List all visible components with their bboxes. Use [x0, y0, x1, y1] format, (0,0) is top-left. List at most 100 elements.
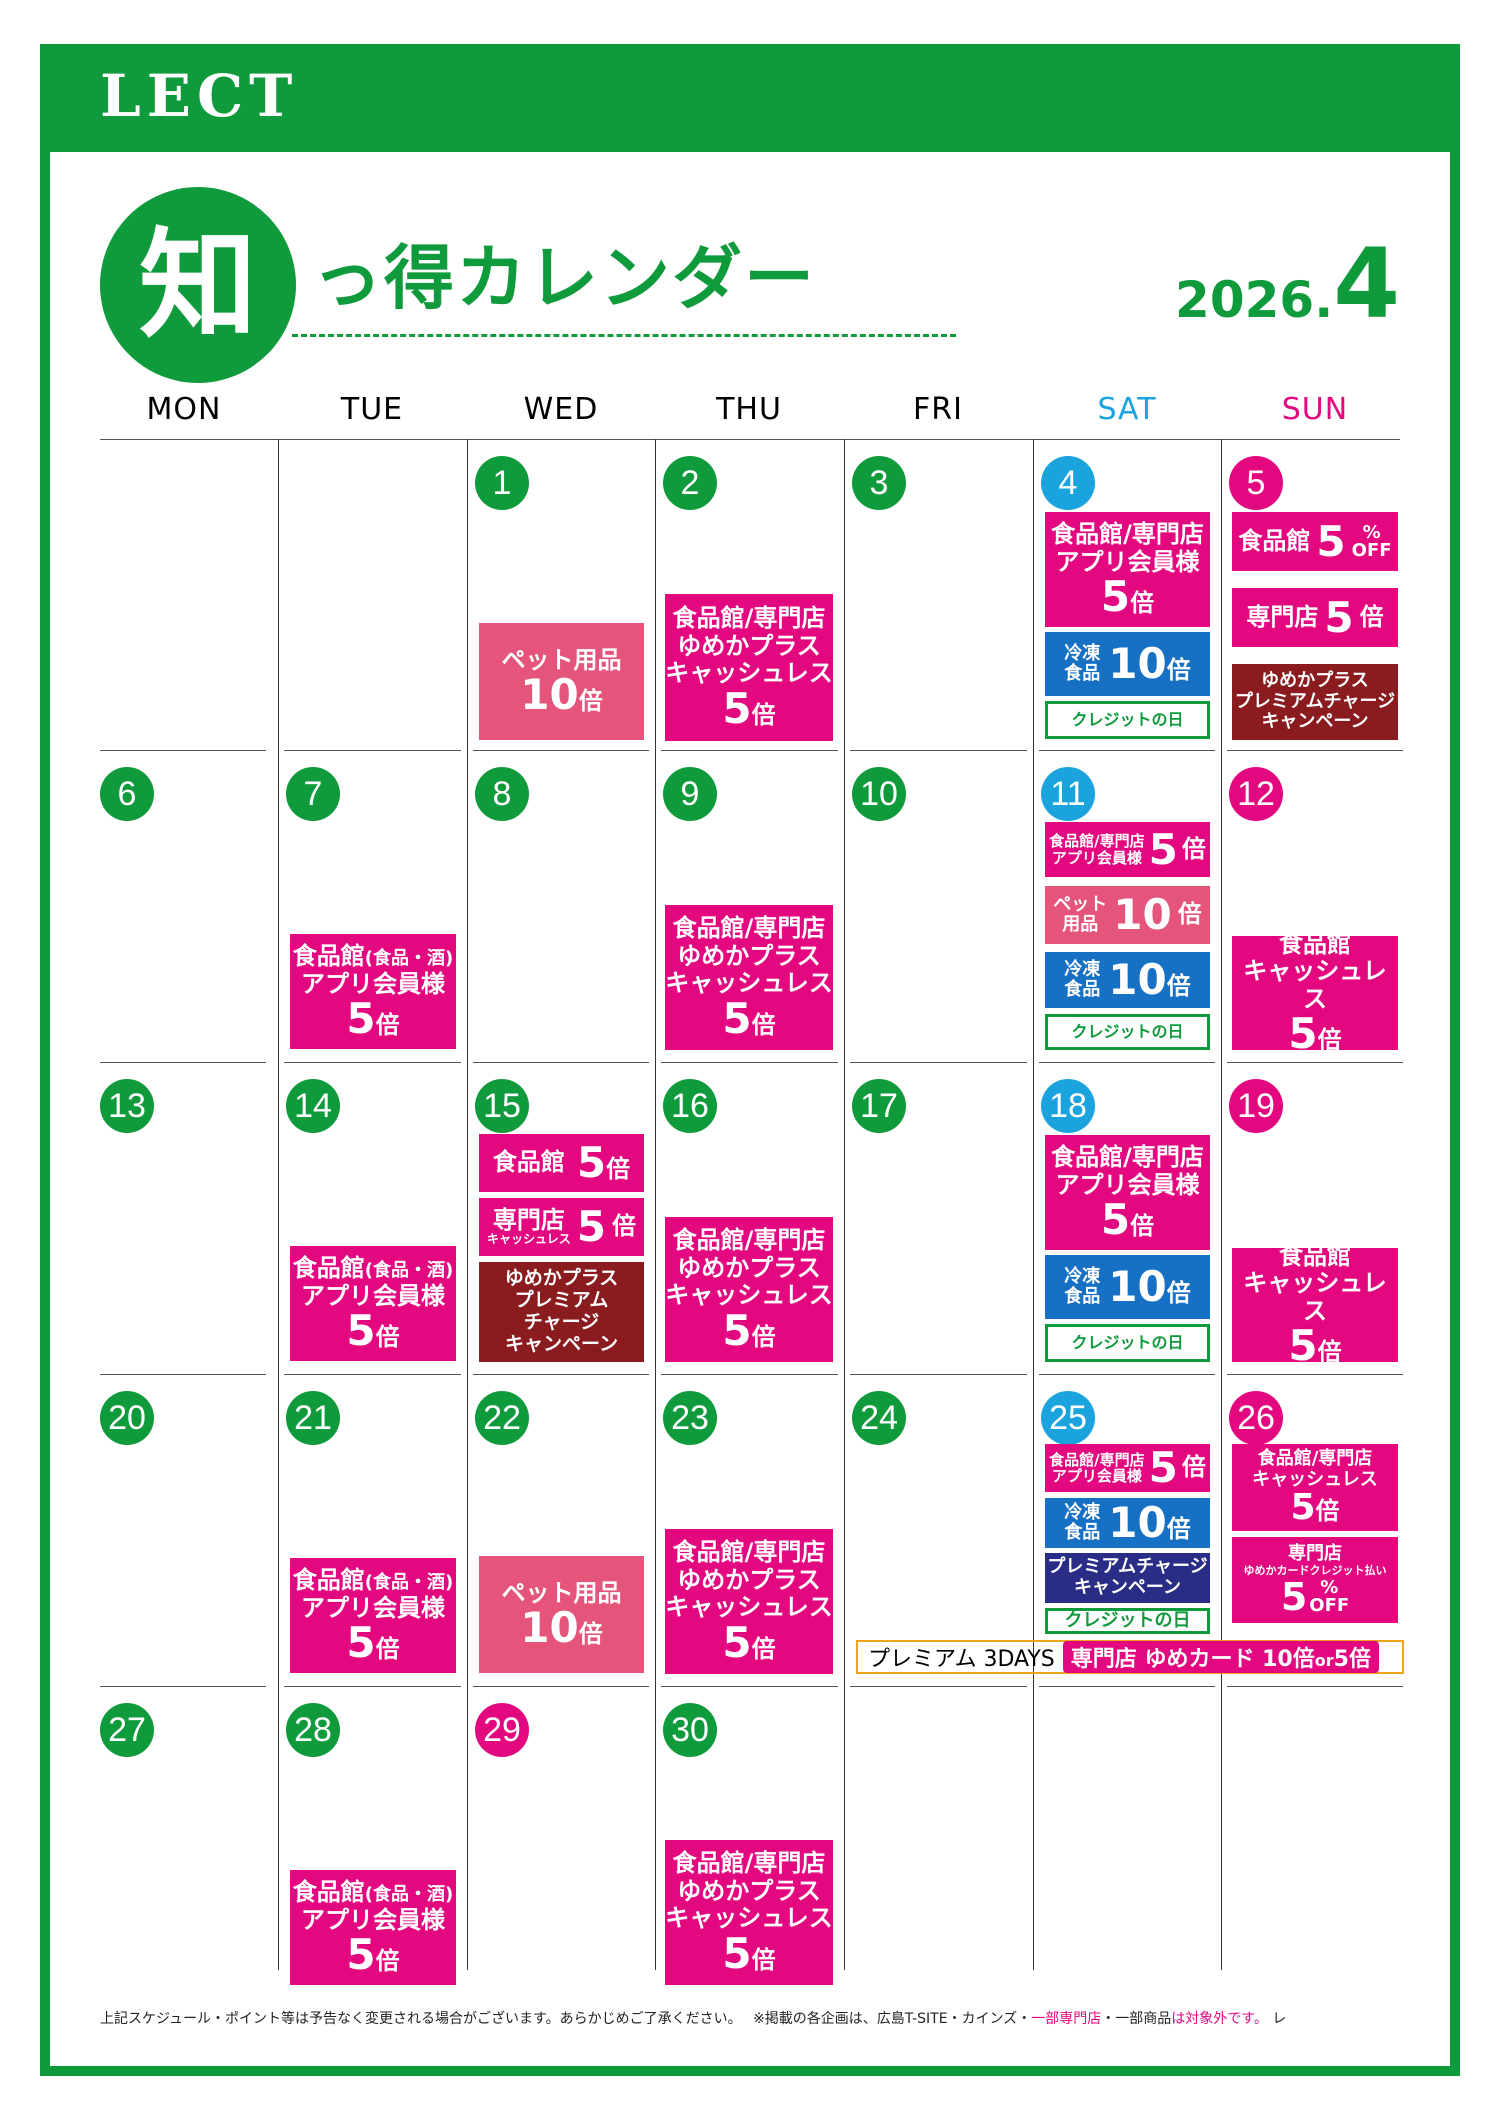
event-label-1: 食品館: [292, 1565, 365, 1594]
event-unit: 倍: [1359, 602, 1384, 631]
event-unit: 倍: [751, 700, 776, 729]
event-unit: 倍: [751, 1010, 776, 1039]
event-label-1: 食品館: [292, 1253, 365, 1282]
event-value: 5: [346, 994, 376, 1044]
row-divider: [473, 1686, 649, 1687]
event-value: 5: [1288, 1321, 1318, 1371]
title-underline: [292, 334, 956, 337]
date-number: 26: [1229, 1391, 1283, 1445]
event-label-2: ゆめかカードクレジット払い: [1243, 1564, 1387, 1578]
event-value: 5: [1100, 1195, 1131, 1245]
header-rule: [100, 439, 1400, 440]
event-label-2: アプリ会員様: [301, 1593, 445, 1622]
event-label-1: 食品館/専門店: [1257, 1447, 1373, 1469]
calendar-month: 2026.4: [1175, 228, 1400, 340]
row-divider: [284, 1686, 461, 1687]
event-label-2: 食品: [1064, 1522, 1101, 1543]
event-value: 10: [520, 670, 579, 720]
event-frozen-10x: 冷凍 食品 10倍: [1045, 1255, 1210, 1319]
event-label-1: ゆめかプラス: [504, 1267, 619, 1290]
event-value: 5: [722, 1928, 752, 1978]
premium-label: プレミアム 3DAYS: [868, 1647, 1055, 1672]
footer-end: レ: [1272, 2011, 1287, 2027]
event-value: 5: [1288, 1009, 1318, 1059]
event-unit: 倍: [1166, 656, 1191, 684]
date-number: 22: [475, 1391, 529, 1445]
column-divider: [844, 439, 845, 1970]
dow-sat: SAT: [1097, 392, 1157, 427]
event-label-1: 専門店: [1288, 1543, 1342, 1565]
footer-highlight-2: は対象外です。: [1171, 2011, 1268, 2027]
event-app-5x: 食品館/専門店 アプリ会員様 5倍: [1045, 512, 1210, 627]
event-label-1: 冷凍: [1064, 1266, 1101, 1288]
event-value: 10: [1108, 639, 1167, 688]
event-frozen-10x: 冷凍 食品 10倍: [1045, 632, 1210, 696]
event-label-1: 食品館/専門店: [672, 1226, 826, 1255]
date-number: 9: [663, 767, 717, 821]
event-label-4: キャンペーン: [504, 1332, 619, 1355]
date-number: 12: [1229, 767, 1283, 821]
row-divider: [1227, 750, 1403, 751]
event-value: 5: [1280, 1574, 1308, 1619]
event-label-1: 食品館/専門店: [672, 604, 826, 633]
event-label-1: 食品館/専門店: [672, 1538, 826, 1567]
premium-tag1: 専門店: [1070, 1647, 1137, 1672]
event-sun26-cashless-5x: 食品館/専門店 キャッシュレス 5倍: [1232, 1444, 1398, 1531]
event-label-3: キャンペーン: [1261, 711, 1369, 733]
event-label-2: キャッシュレス: [1243, 1269, 1387, 1325]
event-label-3: キャッシュレス: [665, 1593, 833, 1622]
row-divider: [1227, 1062, 1403, 1063]
event-value: 5: [576, 1202, 606, 1251]
event-label-1: 食品館/専門店: [1049, 1450, 1145, 1469]
footer-note: 上記スケジュール・ポイント等は予告なく変更される場合がございます。あらかじめご了…: [100, 2008, 1400, 2028]
event-label-3: キャッシュレス: [665, 1281, 833, 1310]
date-number: 6: [100, 767, 154, 821]
date-number: 18: [1041, 1079, 1095, 1133]
event-value: 10: [520, 1603, 579, 1653]
column-divider: [467, 439, 468, 1970]
header-bar: [40, 44, 1460, 152]
event-cashless-5x: 食品館/専門店 ゆめかプラス キャッシュレス 5倍: [665, 594, 833, 741]
event-value: 5: [722, 993, 752, 1043]
event-unit: 倍: [1166, 972, 1191, 1000]
event-label: 食品館: [1238, 526, 1311, 555]
premium-3days-banner: プレミアム 3DAYS 専門店 ゆめカード 10倍or5倍: [856, 1640, 1404, 1674]
event-premium-charge: プレミアムチャージ キャンペーン: [1045, 1553, 1210, 1603]
event-label-2: 食品: [1064, 663, 1101, 684]
event-label-1: 食品館: [1279, 929, 1351, 958]
row-divider: [850, 1374, 1027, 1375]
event-unit: 倍: [375, 1947, 400, 1976]
date-number: 27: [100, 1703, 154, 1757]
event-label-1: 食品館/専門店: [1049, 832, 1145, 850]
date-number: 7: [286, 767, 340, 821]
event-pet-10x: ペット用品 10倍: [479, 623, 644, 740]
row-divider: [1039, 1686, 1215, 1687]
event-label-paren: (食品・酒): [364, 1571, 454, 1593]
row-divider: [284, 750, 461, 751]
event-sun-cashless-5x: 食品館 キャッシュレス 5倍: [1232, 930, 1398, 1055]
premium-tag: 専門店 ゆめカード 10倍or5倍: [1062, 1641, 1379, 1673]
event-credit-day: クレジットの日: [1045, 1324, 1210, 1362]
event-value: 5: [576, 1138, 607, 1187]
row-divider: [100, 1686, 266, 1687]
row-divider: [473, 1374, 649, 1375]
row-divider: [1227, 1686, 1403, 1687]
event-value: 5: [1148, 1443, 1178, 1492]
date-number: 29: [475, 1703, 529, 1757]
date-number: 20: [100, 1391, 154, 1445]
event-label-2: 食品: [1064, 979, 1101, 1000]
date-number: 2: [663, 456, 717, 510]
event-label-3: キャッシュレス: [665, 969, 833, 998]
event-label-2: アプリ会員様: [301, 1281, 445, 1310]
event-label-2: アプリ会員様: [1055, 1170, 1200, 1199]
date-number: 14: [286, 1079, 340, 1133]
date-number: 17: [852, 1079, 906, 1133]
brand-logo: LECT: [100, 62, 299, 130]
event-cashless-5x: 食品館/専門店 ゆめかプラス キャッシュレス 5倍: [665, 1529, 833, 1674]
event-cashless-5x: 食品館/専門店 ゆめかプラス キャッシュレス 5倍: [665, 905, 833, 1050]
row-divider: [1039, 1374, 1215, 1375]
dow-mon: MON: [146, 392, 222, 427]
column-divider: [655, 439, 656, 1970]
